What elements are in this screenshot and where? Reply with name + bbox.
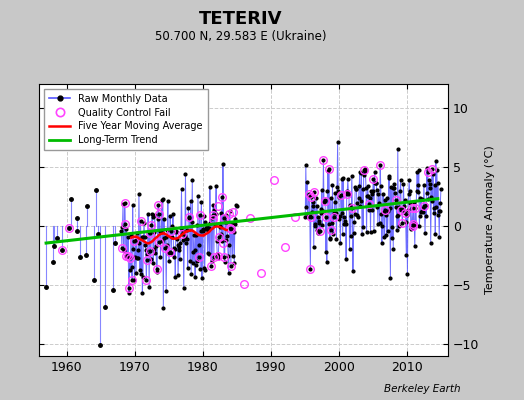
Y-axis label: Temperature Anomaly (°C): Temperature Anomaly (°C) [485,146,495,294]
Text: 50.700 N, 29.583 E (Ukraine): 50.700 N, 29.583 E (Ukraine) [155,30,327,43]
Text: Berkeley Earth: Berkeley Earth [385,384,461,394]
Text: TETERIV: TETERIV [199,10,283,28]
Legend: Raw Monthly Data, Quality Control Fail, Five Year Moving Average, Long-Term Tren: Raw Monthly Data, Quality Control Fail, … [44,89,208,150]
